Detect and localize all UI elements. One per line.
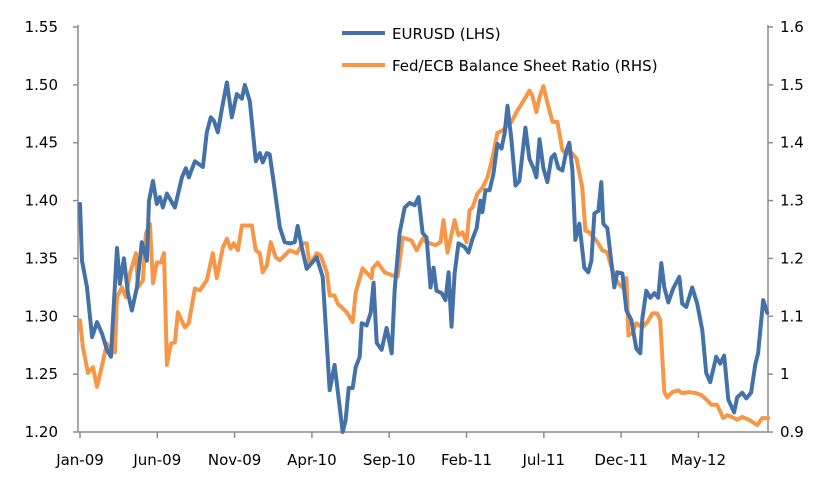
x-axis-tick-label: Feb-11 bbox=[441, 451, 492, 469]
legend-label-balance-sheet: Fed/ECB Balance Sheet Ratio (RHS) bbox=[392, 57, 658, 75]
series-lines bbox=[78, 80, 771, 434]
left-axis-tick-label: 1.40 bbox=[25, 192, 58, 210]
right-axis-tick-label: 1.2 bbox=[780, 249, 804, 267]
x-axis-tick-label: May-12 bbox=[671, 451, 726, 469]
right-axis-tick-label: 0.9 bbox=[780, 423, 804, 441]
x-axis-tick-label: Sep-10 bbox=[363, 451, 416, 469]
series-line-eurusd bbox=[78, 80, 770, 434]
x-axis-tick-label: Jan-09 bbox=[55, 451, 104, 469]
series-line-balance-sheet-ratio bbox=[78, 84, 771, 428]
left-axis-tick-label: 1.45 bbox=[25, 134, 58, 152]
right-axis-tick-label: 1.1 bbox=[780, 307, 804, 325]
legend: EURUSD (LHS) Fed/ECB Balance Sheet Ratio… bbox=[342, 25, 658, 75]
left-axis-tick-label: 1.20 bbox=[25, 423, 58, 441]
right-axis-tick-label: 1.6 bbox=[780, 18, 804, 36]
x-axis-tick-label: Apr-10 bbox=[287, 451, 337, 469]
right-axis-tick-label: 1.4 bbox=[780, 134, 804, 152]
left-axis-tick-label: 1.55 bbox=[25, 18, 58, 36]
left-axis-tick-label: 1.50 bbox=[25, 76, 58, 94]
axes: 1.20 1.25 1.30 1.35 1.40 1.45 1.50 1.55 0.9 1 1.1 1… bbox=[25, 18, 804, 469]
right-axis-tick-label: 1.3 bbox=[780, 192, 804, 210]
x-axis-tick-label: Jun-09 bbox=[132, 451, 181, 469]
right-axis-tick-label: 1 bbox=[780, 365, 790, 383]
left-axis-tick-label: 1.30 bbox=[25, 307, 58, 325]
legend-label-eurusd: EURUSD (LHS) bbox=[392, 25, 501, 43]
x-axis-tick-label: Jul-11 bbox=[522, 451, 566, 469]
right-axis-tick-label: 1.5 bbox=[780, 76, 804, 94]
x-axis-tick-label: Dec-11 bbox=[594, 451, 648, 469]
x-axis-tick-label: Nov-09 bbox=[208, 451, 261, 469]
left-axis-tick-label: 1.25 bbox=[25, 365, 58, 383]
left-axis-tick-label: 1.35 bbox=[25, 249, 58, 267]
